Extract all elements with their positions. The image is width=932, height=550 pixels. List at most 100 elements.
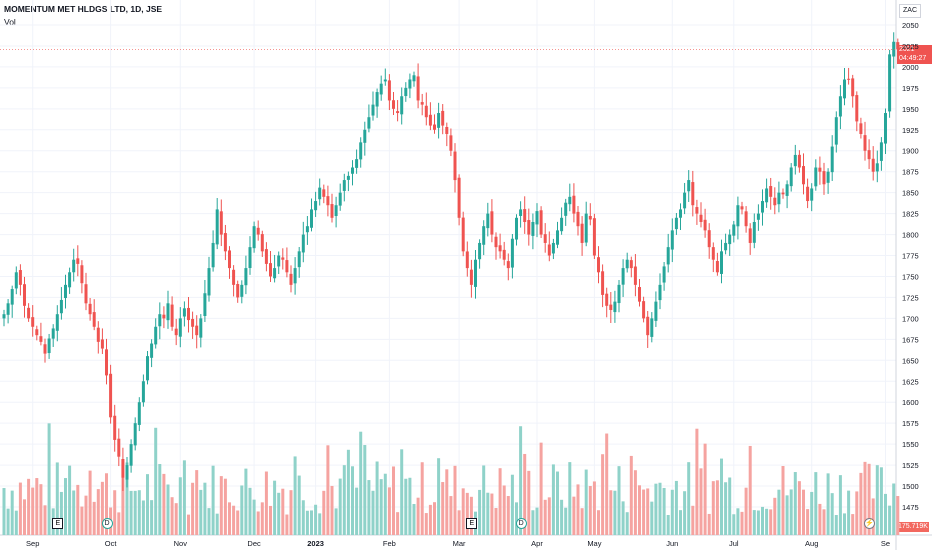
volume-bar — [195, 470, 199, 535]
candle-body — [654, 301, 658, 321]
candle-body — [761, 201, 764, 213]
candle-body — [387, 80, 391, 101]
volume-bar — [457, 510, 461, 535]
candle-body — [564, 202, 568, 216]
candle-body — [51, 328, 55, 339]
candle-body — [129, 444, 133, 466]
candle-body — [806, 186, 810, 202]
split-marker[interactable]: ⚡ — [864, 518, 876, 529]
candle-body — [547, 244, 551, 256]
dividend-marker[interactable]: D — [515, 518, 527, 529]
volume-bar — [27, 478, 31, 535]
candle-body — [797, 154, 801, 168]
candle-body — [683, 192, 687, 209]
volume-bar — [871, 498, 875, 535]
candle-body — [441, 110, 445, 126]
candle-body — [474, 259, 477, 287]
candle-body — [141, 381, 145, 403]
volume-bar — [379, 479, 383, 535]
earnings-marker[interactable]: E — [466, 518, 478, 529]
volume-bar — [465, 492, 469, 535]
candle-body — [310, 209, 313, 228]
candle-body — [830, 146, 834, 173]
candle-body — [482, 226, 486, 245]
candle-body — [207, 268, 211, 296]
candle-body — [588, 215, 592, 220]
candle-body — [539, 210, 543, 235]
volume-bar — [564, 507, 568, 535]
candle-body — [182, 308, 186, 317]
volume-bar — [346, 449, 350, 535]
candle-body — [18, 270, 22, 285]
candle-body — [703, 219, 707, 231]
volume-bar — [556, 471, 559, 535]
volume-bar — [707, 513, 711, 535]
candle-body — [465, 251, 469, 269]
candle-body — [531, 221, 535, 236]
volume-bar — [588, 485, 592, 535]
candle-body — [576, 211, 580, 227]
candle-body — [219, 211, 223, 235]
candle-body — [43, 344, 47, 354]
volume-bar — [810, 491, 814, 535]
volume-bar — [236, 510, 240, 535]
volume-bar — [420, 462, 424, 535]
candle-body — [773, 197, 777, 206]
time-tick-label: Sep — [26, 539, 39, 548]
volume-bar — [851, 514, 855, 535]
candle-body — [527, 220, 531, 235]
volume-bar — [248, 487, 252, 535]
candle-body — [88, 303, 92, 315]
candle-body — [752, 221, 756, 243]
volume-bar — [482, 465, 486, 535]
candle-body — [281, 257, 285, 260]
candle-body — [240, 284, 244, 297]
candle-body — [211, 242, 215, 268]
candle-body — [273, 268, 277, 279]
candle-body — [867, 150, 871, 160]
volume-bar — [207, 508, 211, 535]
candle-body — [638, 287, 641, 302]
candle-body — [47, 338, 51, 354]
volume-bar — [519, 426, 523, 535]
candle-body — [785, 184, 789, 196]
volume-bar — [621, 501, 625, 535]
volume-bar — [375, 461, 379, 535]
candle-body — [68, 272, 72, 288]
candle-body — [691, 182, 695, 206]
volume-bar — [281, 488, 285, 535]
volume-bar — [592, 481, 596, 535]
volume-bar — [822, 509, 826, 535]
volume-bar — [748, 445, 752, 535]
price-tick-label: 1775 — [902, 252, 919, 261]
volume-bar — [818, 503, 822, 535]
volume-bar — [773, 497, 777, 535]
candle-body — [96, 327, 100, 342]
volume-bar — [863, 461, 867, 535]
earnings-marker[interactable]: E — [52, 518, 64, 529]
volume-bar — [244, 468, 248, 535]
candle-body — [580, 223, 584, 243]
currency-button[interactable]: ZAC — [899, 4, 921, 18]
candle-body — [76, 258, 80, 264]
candle-body — [793, 154, 797, 167]
candle-body — [457, 177, 461, 218]
volume-bar — [211, 465, 215, 535]
candle-body — [170, 304, 174, 327]
volume-bar — [404, 478, 408, 535]
candle-body — [133, 423, 137, 446]
volume-bar — [814, 472, 818, 535]
candle-body — [293, 268, 297, 284]
volume-bar — [326, 445, 330, 535]
volume-bar — [72, 490, 76, 535]
dividend-marker[interactable]: D — [101, 518, 113, 529]
candle-body — [109, 373, 113, 418]
time-tick-label: Se — [881, 539, 890, 548]
volume-bar — [158, 464, 162, 535]
volume-bar — [498, 468, 502, 535]
volume-bar — [843, 513, 846, 535]
candle-body — [404, 87, 408, 97]
volume-bar — [322, 490, 326, 535]
candle-body — [724, 242, 728, 251]
